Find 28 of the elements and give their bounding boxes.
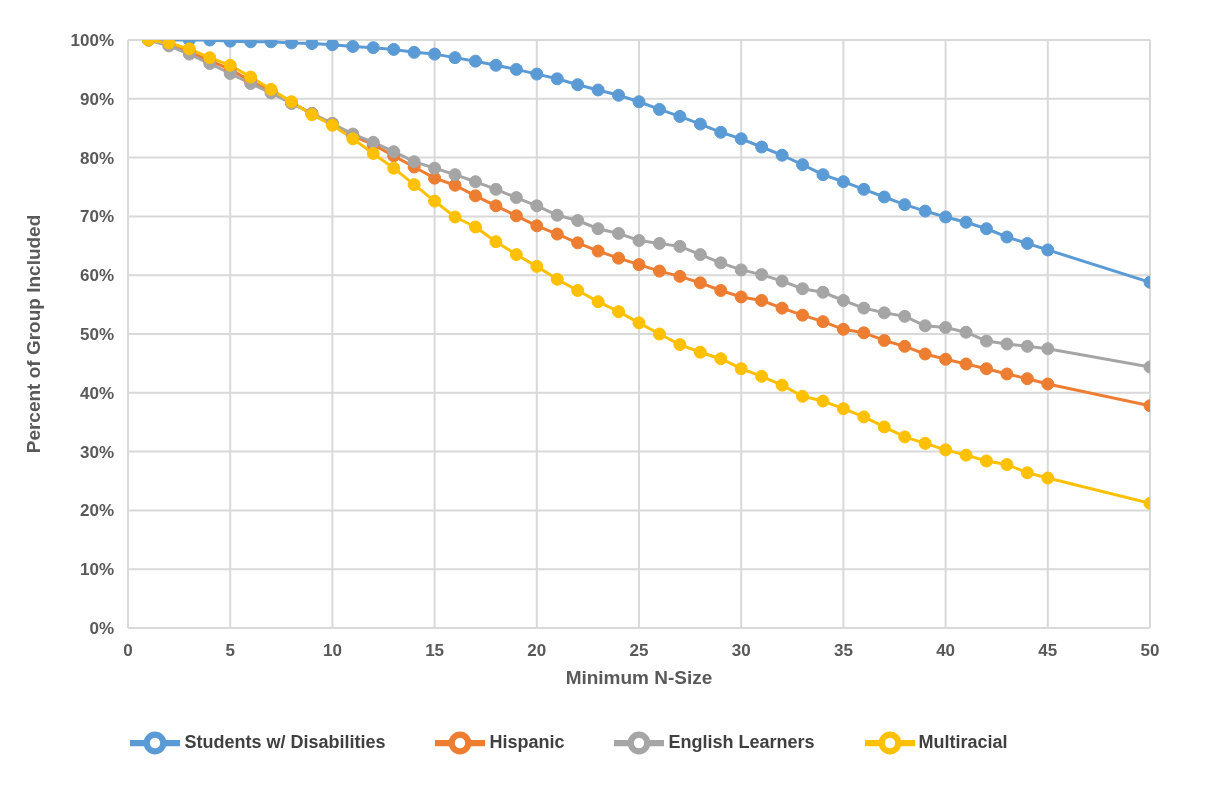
y-tick-label: 10% — [79, 560, 114, 580]
x-tick-label: 30 — [731, 641, 751, 661]
x-tick-label: 20 — [527, 641, 547, 661]
x-tick-label: 15 — [425, 641, 445, 661]
x-tick-label: 35 — [833, 641, 853, 661]
y-tick-label: 60% — [79, 266, 114, 286]
x-axis-title: Minimum N-Size — [565, 667, 713, 688]
legend-label: English Learners — [668, 731, 815, 752]
x-tick-label: 25 — [629, 641, 649, 661]
x-tick-label: 50 — [1140, 641, 1160, 661]
y-tick-label: 20% — [79, 501, 114, 521]
x-tick-label: 5 — [225, 641, 235, 661]
y-tick-label: 30% — [79, 442, 114, 462]
x-tick-label: 10 — [322, 641, 342, 661]
legend-label: Students w/ Disabilities — [184, 731, 386, 752]
x-tick-label: 40 — [936, 641, 956, 661]
legend-label: Multiracial — [918, 731, 1008, 752]
y-axis-title: Percent of Group Included — [22, 214, 44, 454]
y-tick-label: 70% — [79, 207, 114, 227]
x-tick-label: 0 — [123, 641, 133, 661]
legend-label: Hispanic — [489, 731, 565, 752]
y-tick-label: 100% — [70, 31, 114, 51]
y-tick-label: 90% — [79, 89, 114, 109]
y-tick-label: 80% — [79, 148, 114, 168]
x-tick-label: 45 — [1038, 641, 1058, 661]
y-tick-label: 50% — [79, 325, 114, 345]
y-tick-label: 40% — [79, 383, 114, 403]
y-tick-label: 0% — [89, 619, 114, 639]
